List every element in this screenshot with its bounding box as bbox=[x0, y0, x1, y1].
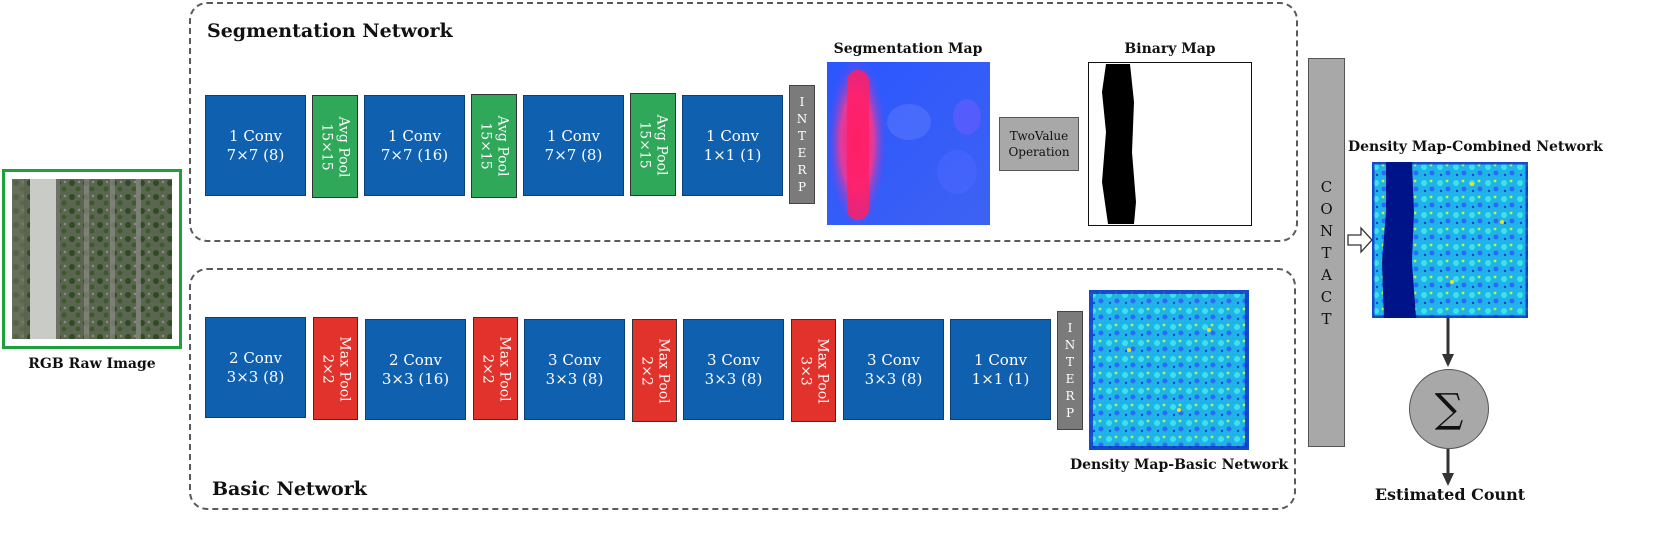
seg-interp-block: I N T E R P bbox=[789, 85, 815, 204]
basic-conv-2: 2 Conv 3×3 (16) bbox=[365, 319, 466, 420]
binary-map-label: Binary Map bbox=[1124, 41, 1216, 57]
combined-to-sum-arrow-icon bbox=[1442, 318, 1454, 367]
seg-conv-2: 1 Conv 7×7 (16) bbox=[364, 95, 465, 196]
sum-node: ∑ bbox=[1409, 369, 1489, 449]
basic-max-pool-1: Max Pool 2×2 bbox=[313, 317, 358, 420]
basic-max-pool-3: Max Pool 2×2 bbox=[632, 319, 677, 422]
contact-block: C O N T A C T bbox=[1308, 58, 1345, 447]
rgb-raw-image bbox=[12, 179, 172, 339]
segmentation-network-title: Segmentation Network bbox=[207, 20, 453, 42]
segmentation-map-label: Segmentation Map bbox=[833, 41, 983, 57]
seg-avg-pool-1: Avg Pool 15×15 bbox=[312, 95, 358, 198]
basic-conv-3: 3 Conv 3×3 (8) bbox=[524, 319, 625, 420]
estimated-count-label: Estimated Count bbox=[1374, 485, 1526, 504]
input-image-frame bbox=[2, 169, 182, 349]
contact-output-arrow-icon bbox=[1347, 226, 1373, 254]
sum-to-count-arrow-icon bbox=[1442, 449, 1454, 486]
density-map-combined-image bbox=[1372, 162, 1528, 318]
basic-conv-4: 3 Conv 3×3 (8) bbox=[683, 319, 784, 420]
binary-map-image bbox=[1088, 62, 1252, 226]
basic-conv-1: 2 Conv 3×3 (8) bbox=[205, 317, 306, 418]
density-map-basic-label: Density Map-Basic Network bbox=[1070, 457, 1289, 473]
basic-max-pool-4: Max Pool 3×3 bbox=[791, 319, 836, 422]
segmentation-network-box bbox=[189, 2, 1298, 242]
density-map-combined-label: Density Map-Combined Network bbox=[1348, 139, 1603, 155]
segmentation-map-image bbox=[827, 62, 990, 225]
basic-network-title: Basic Network bbox=[212, 478, 367, 500]
seg-conv-1: 1 Conv 7×7 (8) bbox=[205, 95, 306, 196]
density-map-basic-image bbox=[1089, 290, 1249, 450]
input-image-label: RGB Raw Image bbox=[28, 356, 156, 372]
basic-network-box bbox=[189, 268, 1296, 510]
seg-avg-pool-3: Avg Pool 15×15 bbox=[630, 93, 676, 196]
basic-interp-block: I N T E R P bbox=[1057, 311, 1083, 430]
basic-max-pool-2: Max Pool 2×2 bbox=[473, 317, 518, 420]
seg-avg-pool-2: Avg Pool 15×15 bbox=[471, 94, 517, 198]
basic-conv-6: 1 Conv 1×1 (1) bbox=[950, 319, 1051, 420]
basic-conv-5: 3 Conv 3×3 (8) bbox=[843, 319, 944, 420]
seg-conv-4: 1 Conv 1×1 (1) bbox=[682, 95, 783, 196]
twovalue-operation-box: TwoValue Operation bbox=[999, 117, 1079, 171]
seg-conv-3: 1 Conv 7×7 (8) bbox=[523, 95, 624, 196]
sigma-symbol: ∑ bbox=[1434, 386, 1464, 432]
